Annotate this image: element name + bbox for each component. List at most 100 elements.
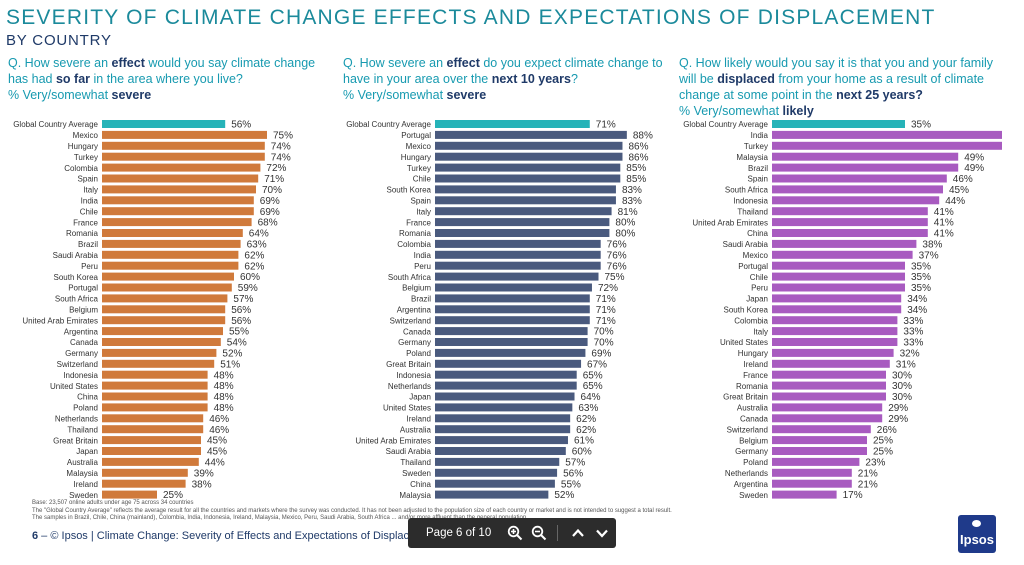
bar (772, 436, 867, 445)
value-label: 56% (231, 316, 251, 327)
category-label: Switzerland (57, 360, 98, 369)
value-label: 38% (192, 479, 212, 490)
value-label: 21% (858, 468, 878, 479)
category-label: Indonesia (733, 197, 768, 206)
bar (435, 283, 592, 292)
value-label: 55% (229, 327, 249, 338)
bar (102, 272, 234, 281)
next-page-icon[interactable] (592, 522, 612, 544)
bar (102, 174, 259, 183)
category-label: United States (720, 338, 768, 347)
category-label: France (73, 218, 98, 227)
bar (772, 174, 947, 183)
value-label: 71% (596, 316, 616, 327)
category-label: South Africa (55, 295, 99, 304)
category-label: Thailand (400, 458, 431, 467)
category-label: Poland (73, 404, 98, 413)
category-label: United States (383, 404, 431, 413)
category-label: China (77, 393, 98, 402)
category-label: Thailand (67, 425, 98, 434)
category-label: Colombia (64, 164, 98, 173)
category-label: Canada (740, 415, 769, 424)
value-label: 41% (934, 229, 954, 240)
bar (772, 283, 905, 292)
value-label: 76% (607, 240, 627, 251)
bar (435, 403, 573, 412)
bar (435, 196, 616, 205)
category-label: Hungary (738, 349, 768, 358)
previous-page-icon[interactable] (568, 522, 588, 544)
category-label: Global Country Average (13, 120, 98, 129)
category-label: Chile (413, 175, 432, 184)
bar (772, 316, 898, 325)
category-label: Colombia (397, 240, 431, 249)
bar (772, 152, 959, 161)
value-label: 26% (877, 425, 897, 436)
bar (772, 338, 898, 346)
value-label: 56% (231, 305, 251, 316)
zoom-out-icon[interactable] (529, 522, 549, 544)
value-label: 83% (622, 185, 642, 196)
category-label: Belgium (402, 284, 431, 293)
category-label: Germany (65, 349, 98, 358)
value-label: 72% (598, 283, 618, 294)
category-label: Malaysia (736, 153, 768, 162)
bar (435, 468, 558, 477)
category-label: Romania (399, 229, 432, 238)
bar (102, 130, 267, 139)
value-label: 86% (628, 152, 648, 163)
bar (435, 457, 560, 466)
value-label: 30% (892, 381, 912, 392)
value-label: 69% (260, 207, 280, 218)
value-label: 25% (163, 490, 183, 501)
value-label: 72% (266, 163, 286, 174)
category-label: Turkey (744, 142, 768, 151)
bar (772, 392, 886, 401)
category-label: Japan (76, 447, 98, 456)
value-label: 71% (596, 305, 616, 316)
bar (102, 218, 252, 227)
category-label: Brazil (78, 240, 98, 249)
value-label: 70% (594, 327, 614, 338)
category-label: Romania (66, 229, 99, 238)
bar (102, 348, 217, 357)
question-3: Q. How likely would you say it is that y… (679, 56, 994, 118)
value-label: 30% (892, 392, 912, 403)
bar (102, 490, 157, 499)
value-label: 71% (596, 120, 616, 131)
value-label: 45% (949, 185, 969, 196)
category-label: Malaysia (66, 469, 98, 478)
zoom-in-icon[interactable] (505, 522, 525, 544)
question-2: Q. How severe an effect do you expect cl… (343, 56, 663, 102)
category-label: Netherlands (388, 382, 431, 391)
bar (435, 174, 621, 183)
category-label: Romania (736, 382, 769, 391)
bar (435, 141, 623, 150)
category-label: United Arab Emirates (692, 218, 768, 227)
category-label: Spain (748, 175, 768, 184)
value-label: 45% (207, 436, 227, 447)
value-label: 41% (934, 218, 954, 229)
category-label: United Arab Emirates (22, 316, 98, 325)
bar (435, 348, 586, 357)
category-label: Japan (409, 393, 431, 402)
footnote-base: Base: 23,507 online adults under age 75 … (32, 500, 194, 506)
bar (772, 414, 883, 423)
bar (435, 130, 627, 139)
value-label: 33% (903, 338, 923, 349)
category-label: Switzerland (727, 425, 768, 434)
value-label: 48% (214, 381, 234, 392)
bar (102, 250, 239, 259)
category-label: Germany (735, 447, 768, 456)
value-label: 35% (911, 272, 931, 283)
bar (435, 272, 599, 281)
bar (435, 207, 612, 216)
bar (102, 392, 208, 401)
value-label: 34% (907, 294, 927, 305)
category-label: Turkey (74, 153, 98, 162)
value-label: 48% (214, 370, 234, 381)
bar (772, 120, 905, 128)
value-label: 41% (934, 207, 954, 218)
bar (772, 272, 905, 281)
bar (772, 327, 898, 336)
